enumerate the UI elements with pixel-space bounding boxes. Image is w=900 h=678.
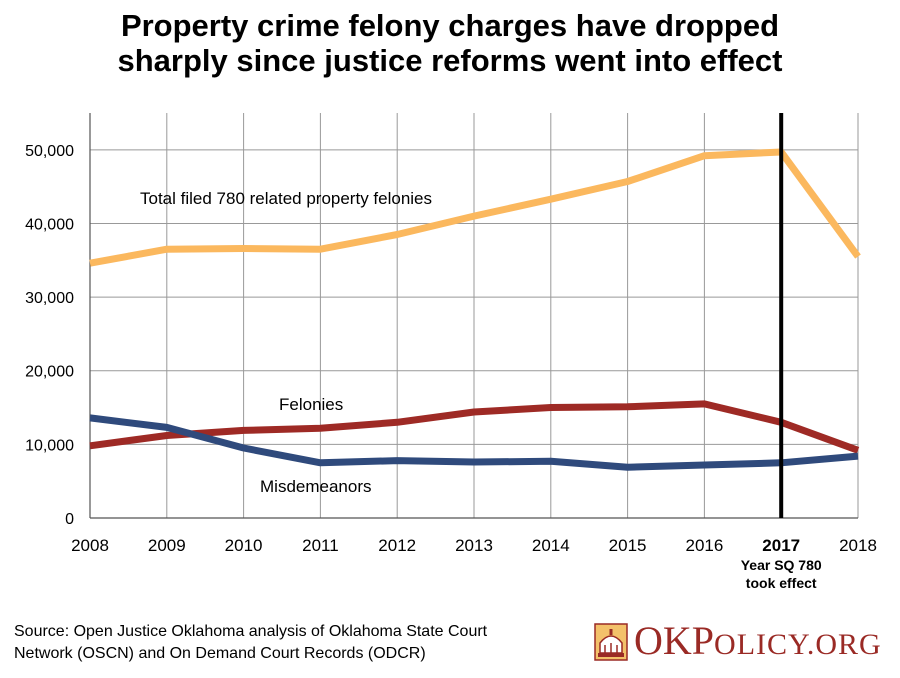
x-tick-label: 2010 [225, 536, 263, 555]
line-chart: 0 10,000 20,000 30,000 40,000 50,000 2008 2009 2… [25, 113, 877, 591]
logo-wordmark: OKPOLICY.ORG [634, 619, 882, 667]
x-tick-label: 2017 [762, 536, 800, 555]
y-tick-label: 40,000 [25, 216, 74, 233]
series-label: Misdemeanors [260, 477, 372, 496]
total-property-felonies-line [89, 148, 861, 267]
source-line-1: Source: Open Justice Oklahoma analysis o… [14, 623, 488, 640]
x-tick-label: 2014 [532, 536, 570, 555]
y-tick-label: 30,000 [25, 290, 74, 307]
y-tick-label: 20,000 [25, 364, 74, 381]
x-tick-label: 2012 [378, 536, 416, 555]
capitol-dome-icon [594, 623, 628, 661]
logo-p: P [691, 618, 715, 663]
x-tick-label: 2018 [839, 536, 877, 555]
y-tick-label: 10,000 [25, 437, 74, 454]
series-label: Felonies [279, 395, 343, 414]
logo-ok: OK [634, 618, 692, 663]
misdemeanors-line [89, 414, 859, 471]
x-tick-label: 2016 [685, 536, 723, 555]
source-note: Source: Open Justice Oklahoma analysis o… [14, 621, 574, 665]
logo-dot-org: .ORG [806, 628, 882, 661]
chart-series [89, 113, 861, 518]
x-tick-label: 2008 [71, 536, 109, 555]
chart-title: Property crime felony charges have dropp… [0, 8, 900, 78]
reference-line-label: Year SQ 780 [741, 557, 822, 573]
x-tick-label: 2009 [148, 536, 186, 555]
chart-title-line-2: sharply since justice reforms went into … [117, 43, 783, 78]
felonies-line [89, 400, 860, 454]
reference-line-label: took effect [746, 575, 817, 591]
source-line-2: Network (OSCN) and On Demand Court Recor… [14, 645, 426, 662]
logo-olicy: OLICY [714, 628, 807, 661]
chart-grid [90, 113, 859, 518]
chart-labels: 0 10,000 20,000 30,000 40,000 50,000 2008 2009 2… [25, 143, 877, 591]
x-tick-label: 2011 [302, 536, 339, 555]
x-tick-label: 2013 [455, 536, 493, 555]
series-label: Total filed 780 related property felonie… [140, 189, 432, 208]
x-tick-label: 2015 [609, 536, 647, 555]
chart-axes [89, 113, 858, 519]
okpolicy-logo: OKPOLICY.ORG [594, 617, 894, 667]
y-tick-label: 50,000 [25, 143, 74, 160]
chart-title-line-1: Property crime felony charges have dropp… [120, 8, 780, 43]
y-tick-label: 0 [65, 511, 74, 528]
